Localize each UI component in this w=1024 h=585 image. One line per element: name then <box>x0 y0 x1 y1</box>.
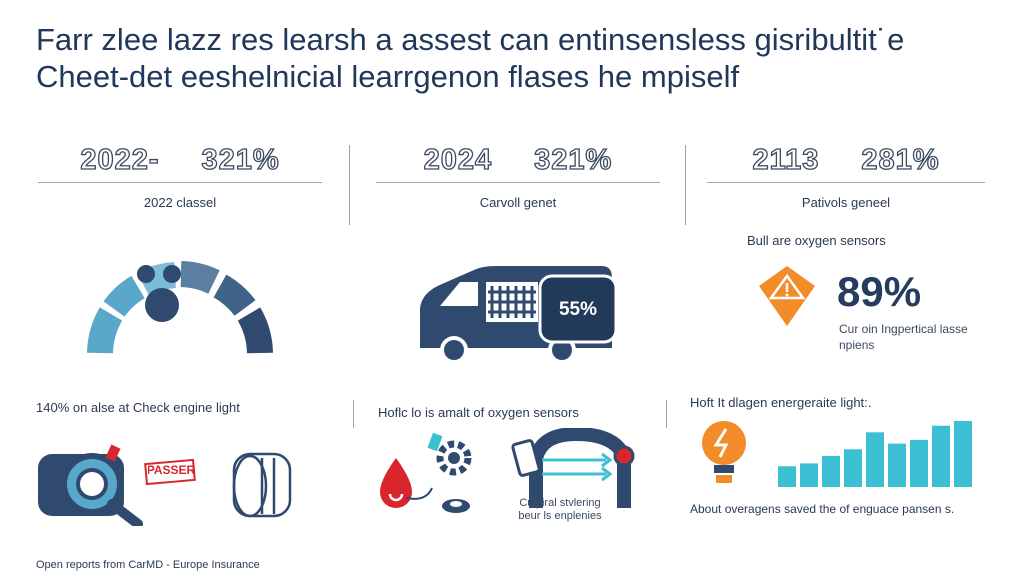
energy-light-label: Hoft It dlagen energeraite light:. <box>690 395 872 410</box>
headline-line-2: Cheet-det eeshelnicial learrgenon flases… <box>36 59 740 94</box>
sensor-caption: Cuipiral stvlering beur ls enplenies <box>518 497 602 522</box>
bar-8 <box>932 425 950 487</box>
bar-1 <box>778 466 796 487</box>
bar-4 <box>844 449 862 487</box>
gauge-icon <box>87 261 273 354</box>
stat-year: 2024 <box>423 143 493 176</box>
bar-2 <box>800 463 818 487</box>
light-bulb-bar-illustration <box>702 421 972 487</box>
percent-note: Cur oin Ingpertical lasse npiens <box>839 322 968 352</box>
bar-7 <box>910 439 928 487</box>
check-engine-label: 140% on alse at Check engine light <box>36 400 240 415</box>
source-footer: Open reports from CarMD - Europe Insuran… <box>36 559 260 571</box>
bar-chart <box>778 421 972 487</box>
warning-icon <box>759 266 815 326</box>
oxygen-sensor-illustration <box>380 428 635 513</box>
stat-subtitle: Carvoll genet <box>479 195 557 210</box>
oxygen-sensor-label: Hoflc lo is amalt of oxygen sensors <box>378 405 579 420</box>
van-icon <box>420 266 618 364</box>
column-divider <box>685 145 686 225</box>
stamp-icon: PASSER <box>148 463 194 477</box>
stat-column-3: 2113 281% Pativols geneel Bull are oxyge… <box>707 140 985 380</box>
column-divider <box>353 400 354 428</box>
stat-rule <box>376 182 660 183</box>
column-divider <box>666 400 667 428</box>
energy-caption: About overagens saved the of enguace pan… <box>690 502 955 516</box>
stat-percent: 321% <box>201 143 280 176</box>
stat-rule <box>38 182 322 183</box>
stat-rule <box>707 182 985 183</box>
bar-9 <box>954 421 972 487</box>
bar-6 <box>888 443 906 487</box>
stamp-text: PASSER <box>148 463 194 477</box>
big-percent: 89% <box>837 268 922 315</box>
stat-column-1: 2022- 321% 2022 classel <box>38 140 322 380</box>
van-percent-badge: 55% <box>558 299 598 320</box>
bar-5 <box>866 432 884 487</box>
stat-year: 2113 <box>752 143 820 176</box>
column-divider <box>349 145 350 225</box>
engine-magnifier-icon <box>38 444 292 526</box>
stat-column-2: 2024 321% Carvoll genet 55% <box>376 140 660 380</box>
stat-subtitle: 2022 classel <box>143 195 217 210</box>
bar-3 <box>822 455 840 487</box>
stat-percent: 281% <box>861 143 940 176</box>
stat-year: 2022- <box>80 143 160 176</box>
stat-subtitle: Pativols geneel <box>801 195 891 210</box>
headline-line-1: Farr zlee lazz res learsh a assest can e… <box>36 22 905 57</box>
sensor-label: Bull are oxygen sensors <box>747 233 886 248</box>
stat-percent: 321% <box>534 143 613 176</box>
